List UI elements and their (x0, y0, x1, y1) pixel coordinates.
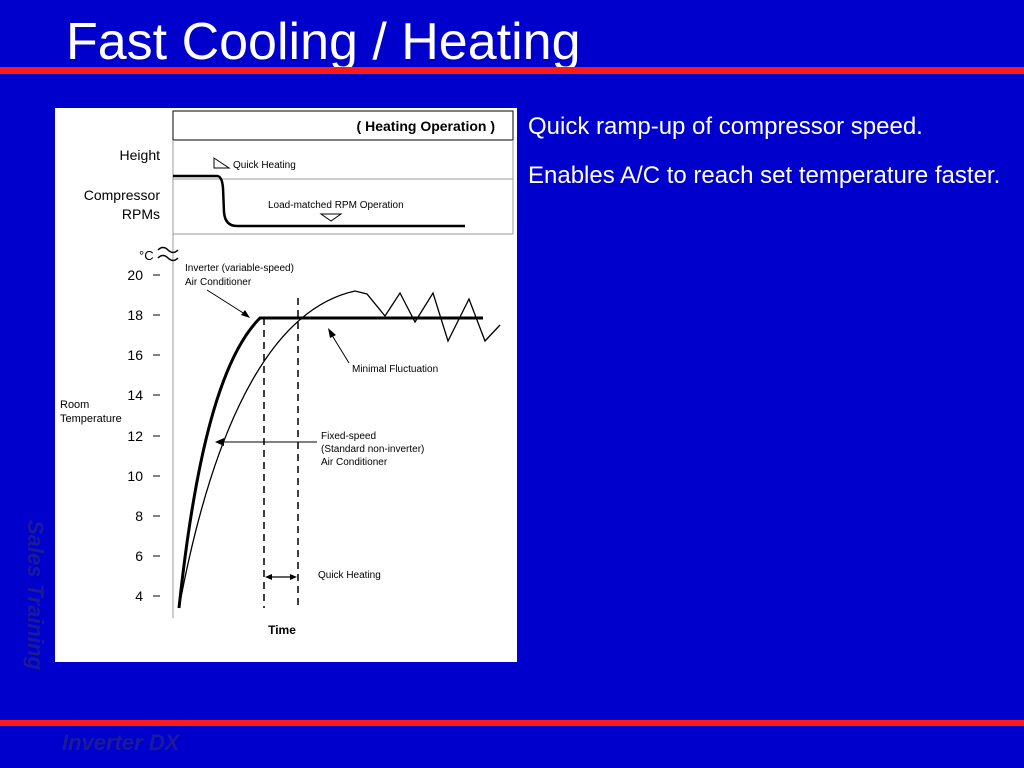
y-tick-label: 12 (127, 428, 143, 444)
slide-title: Fast Cooling / Heating (66, 13, 581, 71)
fixed-label-line2: (Standard non-inverter) (321, 444, 424, 455)
rpms-label: RPMs (122, 206, 160, 222)
inverter-label-line1: Inverter (variable-speed) (185, 263, 294, 274)
quick-heating-top-label: Quick Heating (233, 160, 296, 171)
y-tick-label: 8 (135, 508, 143, 524)
arrow-right-icon (290, 574, 297, 580)
y-axis-label-line2: Temperature (60, 413, 122, 425)
top-divider (0, 67, 1024, 74)
y-tick-label: 6 (135, 548, 143, 564)
heating-operation-diagram: ( Heating Operation ) Height Compressor … (55, 108, 517, 662)
fixed-label-line1: Fixed-speed (321, 431, 376, 442)
height-label: Height (120, 147, 161, 163)
minimal-fluctuation-label: Minimal Fluctuation (352, 364, 438, 375)
unit-label: °C (139, 248, 154, 263)
inverter-label-line2: Air Conditioner (185, 277, 252, 288)
fixed-label-line3: Air Conditioner (321, 457, 388, 468)
footer-watermark: Inverter DX (62, 730, 180, 755)
bottom-divider (0, 720, 1024, 726)
x-axis-label: Time (268, 623, 296, 637)
header-box (172, 110, 514, 141)
y-tick-label: 18 (127, 307, 143, 323)
fluctuation-callout-arrow-icon (328, 328, 336, 338)
bullet-item: Quick ramp-up of compressor speed. (528, 113, 923, 140)
bullet-list: Quick ramp-up of compressor speed. Enabl… (528, 112, 1018, 210)
y-tick-label: 14 (127, 387, 143, 403)
fixed-speed-curve (178, 290, 501, 609)
arrow-left-icon (265, 574, 272, 580)
compressor-rpm-curve (173, 174, 465, 228)
y-tick-dashes (153, 274, 160, 597)
fluctuation-callout-line (329, 331, 350, 364)
diagram-header: ( Heating Operation ) (357, 118, 495, 134)
quick-heating-bottom-label: Quick Heating (318, 570, 381, 581)
y-tick-label: 16 (127, 347, 143, 363)
y-tick-label: 4 (135, 588, 143, 604)
axis-break-icon (157, 246, 179, 262)
inverter-curve (177, 316, 483, 609)
y-axis-label-line1: Room (60, 399, 89, 411)
y-axis-ticks: 20 18 16 14 12 10 8 6 4 (127, 267, 143, 604)
compressor-label: Compressor (84, 187, 161, 203)
y-tick-label: 10 (127, 468, 143, 484)
side-watermark: Sales Training (23, 520, 48, 670)
bullet-item: Enables A/C to reach set temperature fas… (528, 162, 1001, 189)
inverter-callout-arrow-icon (241, 310, 250, 318)
inverter-callout-line (206, 289, 249, 317)
quick-heating-marker-icon (213, 157, 231, 169)
load-matched-label: Load-matched RPM Operation (268, 200, 404, 211)
y-tick-label: 20 (127, 267, 143, 283)
load-matched-marker-icon (319, 213, 343, 222)
fixed-callout-arrow-icon (215, 438, 224, 446)
